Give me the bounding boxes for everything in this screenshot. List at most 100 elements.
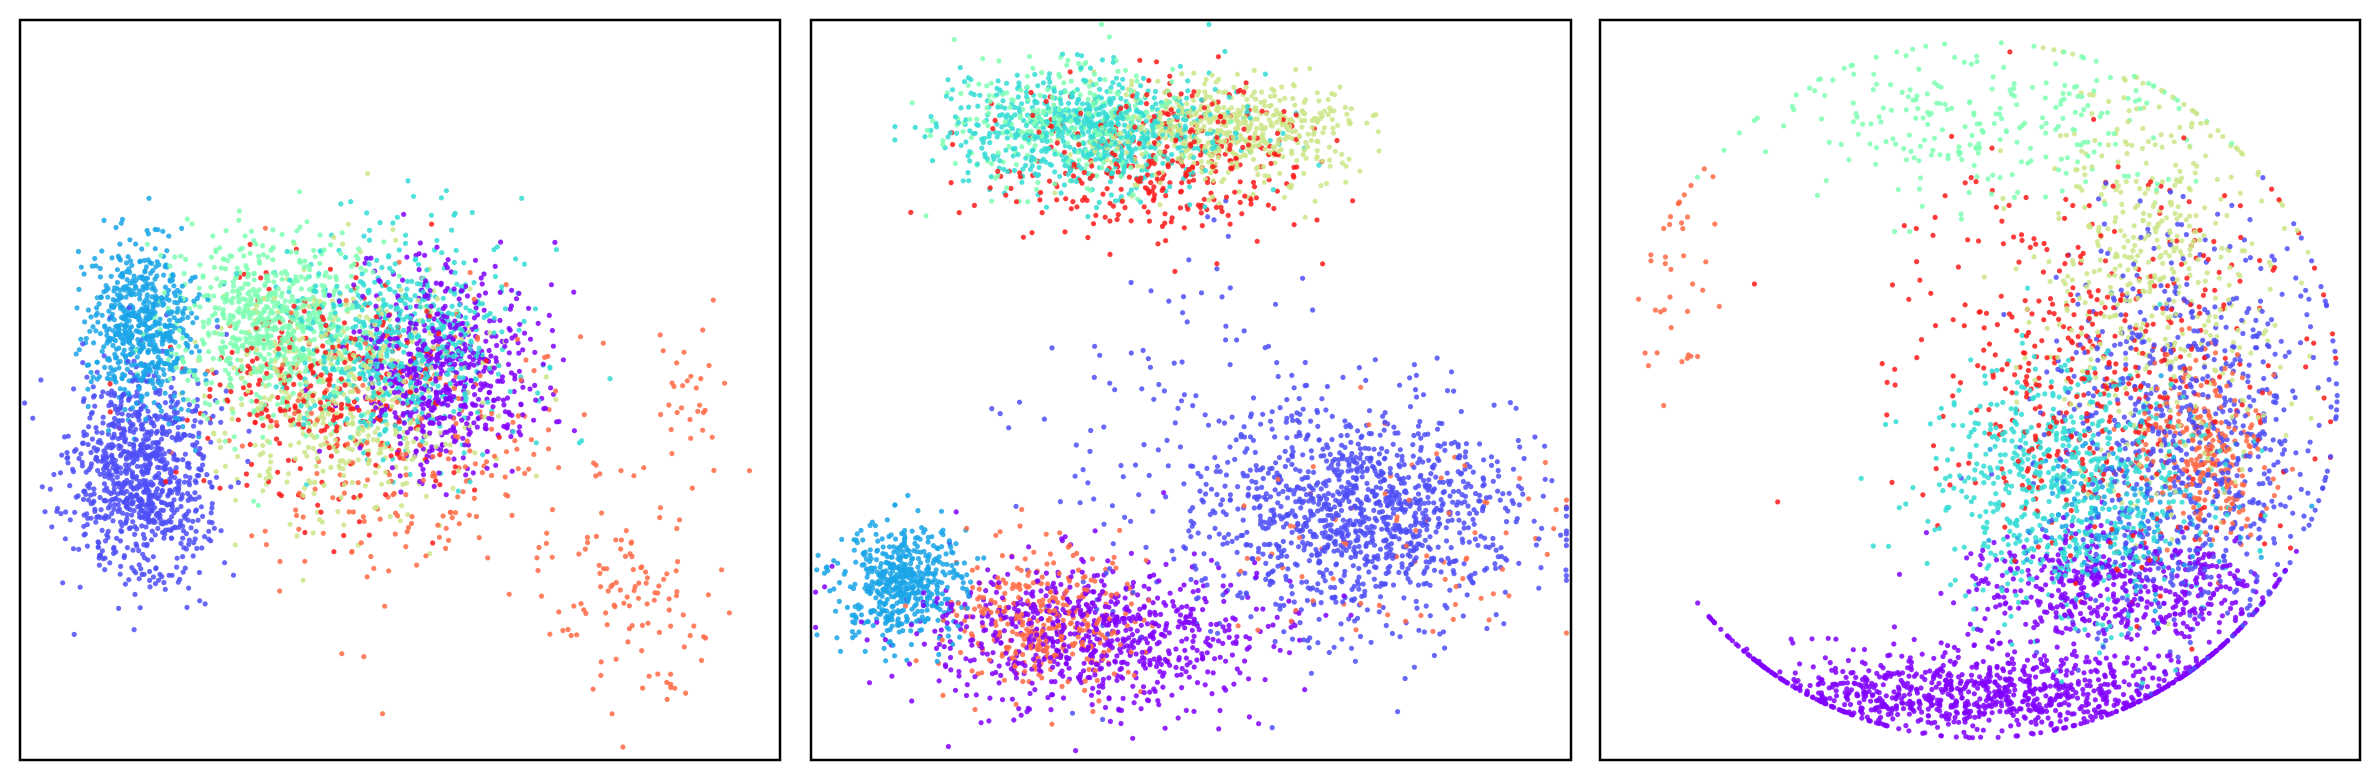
scatter-point-series-1 xyxy=(73,351,79,357)
scatter-point-series-2 xyxy=(319,282,325,288)
scatter-point-series-2 xyxy=(266,382,272,388)
scatter-point-series-5 xyxy=(379,365,385,371)
scatter-point-series-1 xyxy=(180,309,186,315)
scatter-point-series-2 xyxy=(264,254,270,260)
scatter-point-series-2 xyxy=(256,334,262,340)
scatter-point-series-5 xyxy=(413,387,419,394)
scatter-point-series-6 xyxy=(330,417,336,423)
scatter-point-series-0 xyxy=(132,531,138,538)
scatter-point-series-3 xyxy=(337,465,343,471)
scatter-point-series-3 xyxy=(202,393,208,399)
scatter-point-series-5 xyxy=(493,355,499,361)
scatter-point-series-1 xyxy=(137,259,143,265)
scatter-point-series-6 xyxy=(351,399,357,405)
scatter-point-series-1 xyxy=(171,393,177,399)
scatter-point-series-3 xyxy=(313,463,319,469)
scatter-point-series-2 xyxy=(179,335,185,341)
scatter-point-series-8 xyxy=(655,671,661,677)
scatter-point-series-7 xyxy=(345,441,351,447)
scatter-point-series-2 xyxy=(167,263,173,269)
scatter-point-series-2 xyxy=(311,336,317,343)
scatter-point-series-2 xyxy=(253,321,259,327)
scatter-point-series-0 xyxy=(147,568,153,575)
scatter-point-series-0 xyxy=(159,574,165,580)
scatter-point-series-0 xyxy=(126,305,132,311)
scatter-point-series-7 xyxy=(462,464,468,470)
scatter-point-series-2 xyxy=(226,371,232,377)
scatter-point-series-0 xyxy=(118,563,124,570)
scatter-point-series-0 xyxy=(167,487,173,493)
scatter-point-series-3 xyxy=(257,452,263,458)
scatter-point-series-5 xyxy=(404,372,411,378)
scatter-point-series-9 xyxy=(1284,397,1290,403)
scatter-point-series-7 xyxy=(430,454,436,460)
scatter-point-series-2 xyxy=(361,330,367,336)
scatter-point-series-7 xyxy=(526,466,532,472)
scatter-point-series-4 xyxy=(455,488,461,494)
scatter-point-series-2 xyxy=(263,273,269,279)
scatter-point-series-4 xyxy=(359,271,365,277)
scatter-point-series-2 xyxy=(339,230,345,236)
scatter-point-series-1 xyxy=(162,263,168,270)
scatter-point-series-4 xyxy=(449,303,455,309)
scatter-point-series-7 xyxy=(577,334,584,340)
scatter-point-series-1 xyxy=(162,322,168,328)
scatter-point-series-5 xyxy=(456,411,462,417)
scatter-point-series-6 xyxy=(394,451,400,457)
scatter-point-series-9 xyxy=(710,297,716,303)
scatter-point-series-3 xyxy=(314,455,320,461)
scatter-point-series-8 xyxy=(674,525,680,532)
scatter-point-series-2 xyxy=(241,253,247,259)
scatter-point-series-1 xyxy=(101,217,107,223)
scatter-point-series-0 xyxy=(948,96,954,102)
scatter-point-series-2 xyxy=(303,433,309,439)
scatter-point-series-0 xyxy=(181,545,187,551)
scatter-point-series-2 xyxy=(231,283,237,289)
scatter-point-series-3 xyxy=(281,377,287,384)
scatter-point-series-3 xyxy=(379,311,385,317)
scatter-point-series-4 xyxy=(338,201,344,207)
scatter-point-series-7 xyxy=(556,609,562,615)
scatter-point-series-0 xyxy=(206,528,212,534)
scatter-point-series-1 xyxy=(128,324,134,330)
scatter-point-series-3 xyxy=(306,340,312,346)
scatter-point-series-2 xyxy=(247,332,253,338)
scatter-point-series-5 xyxy=(432,363,439,369)
scatter-point-series-3 xyxy=(378,481,384,487)
scatter-point-series-7 xyxy=(288,310,294,316)
scatter-point-series-4 xyxy=(425,346,431,352)
scatter-point-series-3 xyxy=(222,463,228,469)
scatter-point-series-7 xyxy=(297,392,303,398)
scatter-point-series-7 xyxy=(522,470,528,476)
scatter-point-series-0 xyxy=(965,170,971,176)
scatter-point-series-2 xyxy=(185,377,191,383)
scatter-point-series-2 xyxy=(381,239,387,245)
scatter-point-series-3 xyxy=(287,442,294,448)
scatter-point-series-6 xyxy=(318,509,324,515)
scatter-point-series-3 xyxy=(294,533,300,539)
scatter-point-series-5 xyxy=(517,321,523,327)
scatter-point-series-0 xyxy=(118,402,124,408)
scatter-point-series-3 xyxy=(268,459,274,465)
scatter-point-series-0 xyxy=(191,423,197,429)
scatter-point-series-0 xyxy=(192,490,198,496)
scatter-point-series-4 xyxy=(412,406,418,412)
scatter-point-series-4 xyxy=(361,233,367,239)
scatter-point-series-7 xyxy=(309,410,315,416)
scatter-point-series-6 xyxy=(291,303,297,309)
scatter-point-series-2 xyxy=(297,257,303,263)
scatter-point-series-2 xyxy=(278,270,285,276)
scatter-point-series-2 xyxy=(222,438,228,444)
scatter-point-series-0 xyxy=(150,481,156,487)
scatter-point-series-1 xyxy=(131,273,137,279)
scatter-point-series-7 xyxy=(443,545,449,552)
scatter-point-series-7 xyxy=(330,495,336,501)
scatter-point-series-1 xyxy=(90,324,96,330)
scatter-point-series-0 xyxy=(70,546,77,552)
scatter-point-series-8 xyxy=(611,602,617,608)
scatter-point-series-7 xyxy=(1162,725,1168,731)
scatter-point-series-0 xyxy=(188,525,194,531)
scatter-point-series-7 xyxy=(464,438,470,444)
scatter-point-series-3 xyxy=(399,503,405,509)
scatter-point-series-2 xyxy=(236,208,242,214)
